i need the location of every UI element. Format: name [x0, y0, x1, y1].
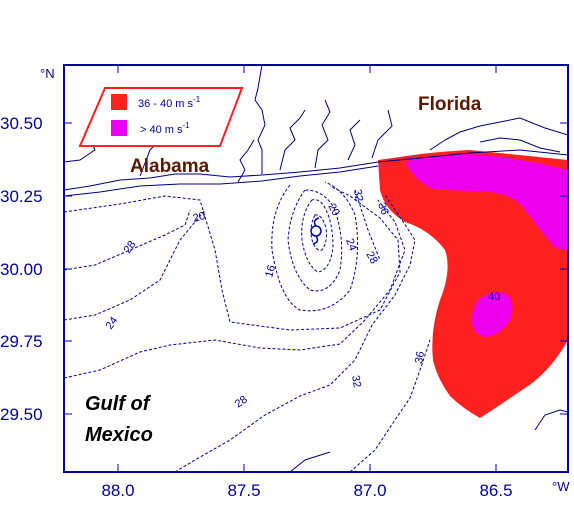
contour-label: 28	[122, 239, 139, 256]
legend-frame	[78, 87, 244, 147]
isotachs	[64, 181, 431, 472]
hurricane-center-icon	[310, 217, 322, 245]
contour-label: 36	[413, 350, 427, 364]
lat-tick-label: 29.50	[0, 405, 43, 424]
gulf-label-line2: Mexico	[85, 424, 153, 446]
wind-region-gt-40-inner	[472, 291, 513, 337]
coastline	[64, 65, 568, 472]
lat-ticks	[64, 122, 568, 415]
contour-label: 28	[233, 394, 250, 411]
legend-label-gt-40: > 40 m s-1	[140, 121, 190, 136]
wind-region-36-40	[378, 150, 568, 418]
contour-labels: 20 28 24 16 20 32 24 28 36 40 36 32 28	[104, 188, 501, 410]
lon-tick-label: 87.5	[227, 481, 260, 500]
lat-tick-label: 30.00	[0, 260, 43, 279]
lon-tick-label: 86.5	[479, 481, 512, 500]
contour-label: 32	[351, 188, 365, 202]
contour-label: 20	[325, 202, 342, 219]
legend: 36 - 40 m s-1 > 40 m s-1	[78, 87, 244, 147]
contour-label: 32	[349, 374, 363, 388]
lon-unit-label: °W	[552, 479, 570, 494]
lat-tick-label: 30.25	[0, 187, 43, 206]
lat-tick-label: 30.50	[0, 114, 43, 133]
contour-label: 28	[363, 250, 380, 267]
legend-swatch-36-40	[111, 94, 127, 110]
lat-unit-label: °N	[40, 66, 55, 81]
contour-label: 24	[104, 315, 121, 332]
lon-tick-label: 88.0	[101, 481, 134, 500]
alabama-label: Alabama	[130, 156, 210, 177]
contour-label: 36	[375, 201, 390, 217]
contour-label: 40	[488, 291, 500, 303]
wind-region-gt-40	[405, 154, 568, 250]
gulf-label-line1: Gulf of	[85, 393, 152, 415]
florida-label: Florida	[418, 94, 482, 115]
contour-label: 16	[263, 264, 278, 279]
lon-tick-label: 87.0	[353, 481, 386, 500]
lon-ticks	[117, 65, 497, 472]
legend-swatch-gt-40	[111, 120, 127, 136]
plot-area	[64, 65, 568, 472]
contour-label: 20	[192, 210, 207, 225]
contour-label: 24	[343, 237, 358, 253]
lat-tick-label: 29.75	[0, 332, 43, 351]
legend-label-36-40: 36 - 40 m s-1	[138, 95, 201, 110]
